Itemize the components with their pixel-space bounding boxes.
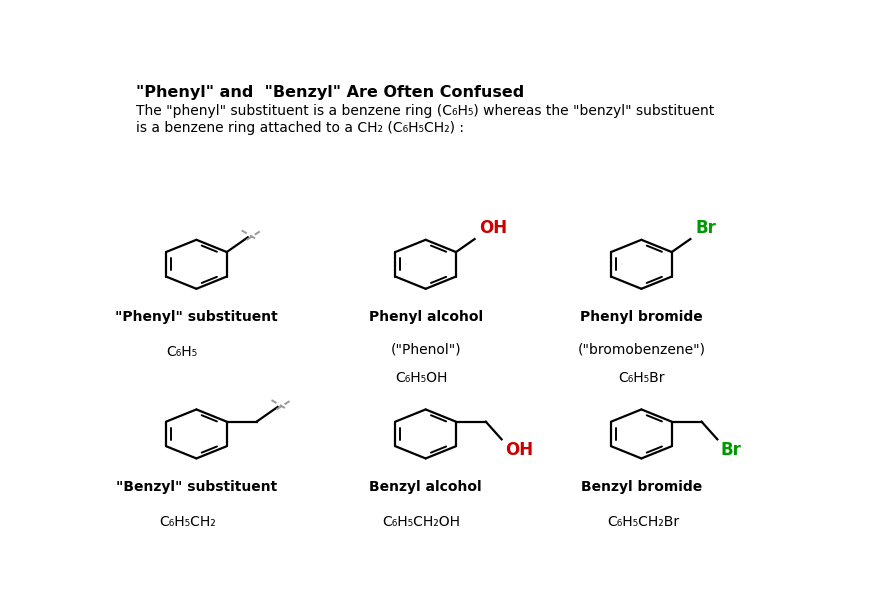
Text: C₆H₅CH₂: C₆H₅CH₂ [159, 515, 216, 529]
Text: The "phenyl" substituent is a benzene ring (C₆H₅) whereas the "benzyl" substitue: The "phenyl" substituent is a benzene ri… [136, 104, 713, 118]
Text: OH: OH [504, 441, 533, 459]
Text: C₆H₅CH₂Br: C₆H₅CH₂Br [607, 515, 679, 529]
Text: "Phenyl" substituent: "Phenyl" substituent [115, 310, 277, 324]
Text: Phenyl bromide: Phenyl bromide [580, 310, 702, 324]
Text: OH: OH [479, 218, 507, 237]
Text: C₆H₅OH: C₆H₅OH [395, 371, 448, 386]
Text: "Phenyl" and  "Benzyl" Are Often Confused: "Phenyl" and "Benzyl" Are Often Confused [136, 85, 523, 100]
Text: Br: Br [720, 441, 740, 459]
Text: Br: Br [694, 218, 715, 237]
Text: C₆H₅: C₆H₅ [166, 345, 197, 359]
Text: Benzyl alcohol: Benzyl alcohol [369, 480, 481, 494]
Text: Phenyl alcohol: Phenyl alcohol [368, 310, 482, 324]
Text: "Benzyl" substituent: "Benzyl" substituent [116, 480, 276, 494]
Text: Benzyl bromide: Benzyl bromide [580, 480, 701, 494]
Text: ("bromobenzene"): ("bromobenzene") [577, 342, 705, 356]
Text: is a benzene ring attached to a CH₂ (C₆H₅CH₂) :: is a benzene ring attached to a CH₂ (C₆H… [136, 121, 463, 135]
Text: ("Phenol"): ("Phenol") [390, 342, 461, 356]
Text: C₆H₅CH₂OH: C₆H₅CH₂OH [381, 515, 460, 529]
Text: C₆H₅Br: C₆H₅Br [617, 371, 664, 386]
